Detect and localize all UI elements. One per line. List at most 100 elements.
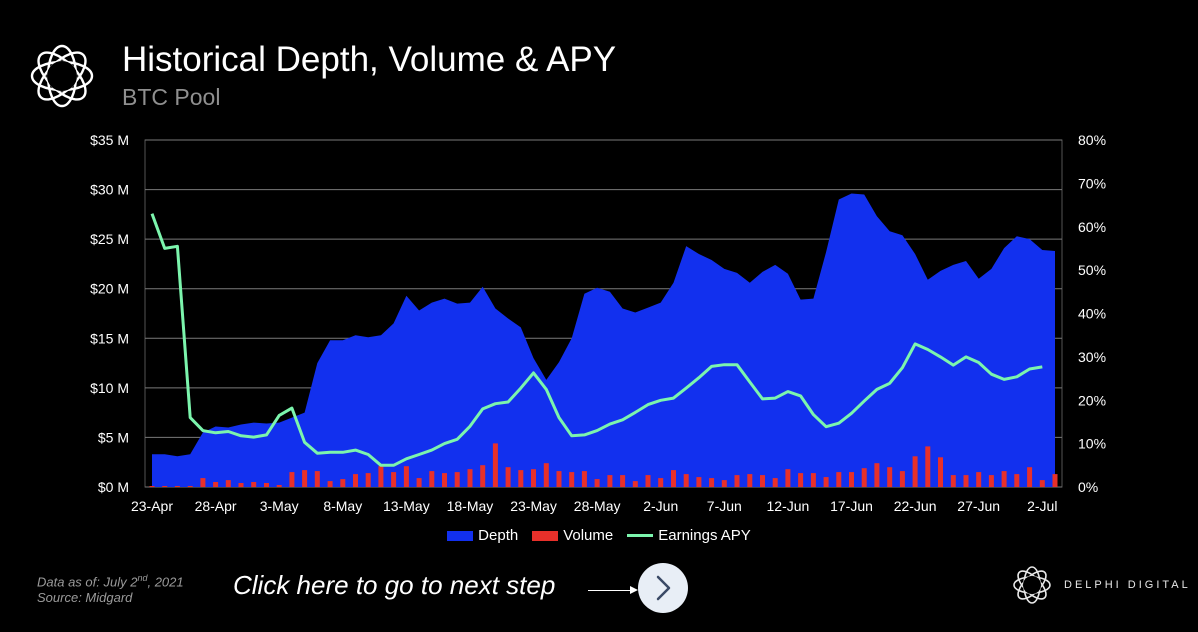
volume-bar — [594, 479, 600, 487]
x-axis-tick-label: 7-Jun — [707, 498, 742, 514]
volume-bar — [658, 478, 664, 487]
legend-item-volume: Volume — [532, 527, 613, 544]
legend-label-volume: Volume — [563, 527, 614, 544]
arrow-line — [588, 590, 632, 591]
brand-name: DELPHI DIGITAL — [1064, 579, 1191, 591]
volume-bar — [772, 478, 778, 487]
volume-bar — [581, 471, 587, 487]
volume-bar — [505, 467, 511, 487]
volume-bar — [200, 478, 206, 487]
x-axis-tick-label: 18-May — [447, 498, 494, 514]
left-axis-tick-label: $5 M — [98, 429, 129, 445]
volume-bar — [620, 475, 626, 487]
volume-bar — [149, 486, 155, 487]
volume-bar — [874, 463, 880, 487]
volume-bar — [340, 479, 346, 487]
volume-bar — [632, 481, 638, 487]
page-title: Historical Depth, Volume & APY — [122, 40, 617, 79]
volume-bar — [849, 472, 854, 487]
right-axis-tick-label: 80% — [1078, 132, 1106, 148]
volume-bar — [836, 472, 842, 487]
volume-bar — [416, 478, 422, 487]
legend-label-apy: Earnings APY — [658, 527, 751, 544]
volume-bar — [760, 475, 765, 487]
chart-legend: Depth Volume Earnings APY — [0, 527, 1198, 544]
volume-bar — [950, 475, 956, 487]
x-axis-tick-label: 23-Apr — [131, 498, 173, 514]
x-axis-tick-label: 23-May — [510, 498, 557, 514]
volume-bar — [988, 475, 994, 487]
depth-area — [152, 193, 1055, 487]
volume-bar — [391, 472, 397, 487]
legend-swatch-depth — [447, 530, 474, 541]
volume-bar — [645, 475, 651, 487]
volume-bar — [454, 472, 460, 487]
volume-bar — [531, 469, 536, 487]
delphi-flower-logo-icon — [30, 44, 94, 108]
data-as-of-note: Data as of: July 2nd, 2021 — [37, 573, 184, 590]
legend-label-depth: Depth — [478, 527, 519, 544]
right-axis-tick-label: 20% — [1078, 392, 1106, 408]
x-axis-tick-label: 2-Jun — [643, 498, 678, 514]
footnote: Data as of: July 2nd, 2021 Source: Midga… — [37, 570, 184, 606]
volume-bar — [174, 486, 180, 487]
volume-bar — [378, 466, 384, 487]
left-axis-tick-label: $0 M — [98, 479, 129, 495]
volume-bar — [785, 469, 791, 487]
right-axis-tick-label: 50% — [1078, 262, 1106, 278]
volume-bar — [1027, 467, 1033, 487]
volume-bar — [467, 469, 473, 487]
next-step-link[interactable]: Click here to go to next step — [233, 570, 556, 600]
x-axis-tick-label: 2-Jul — [1027, 498, 1057, 514]
volume-bar — [276, 485, 282, 487]
volume-bar — [887, 467, 893, 487]
volume-bar — [696, 477, 702, 487]
volume-bar — [925, 446, 931, 487]
volume-bar — [302, 470, 308, 487]
right-axis-tick-label: 10% — [1078, 436, 1106, 452]
right-axis-tick-label: 40% — [1078, 306, 1106, 322]
volume-bar — [238, 483, 244, 487]
x-axis-tick-label: 3-May — [260, 498, 299, 514]
left-axis-tick-label: $30 M — [90, 182, 129, 198]
volume-bar — [327, 481, 333, 487]
page-subtitle: BTC Pool — [122, 84, 221, 110]
volume-bar — [709, 478, 715, 487]
volume-bar — [556, 471, 562, 487]
volume-bar — [251, 482, 257, 487]
volume-bar — [365, 473, 371, 487]
left-axis-tick-label: $15 M — [90, 330, 129, 346]
volume-bar — [721, 480, 727, 487]
legend-swatch-volume — [532, 530, 559, 541]
volume-bar — [1052, 474, 1058, 487]
volume-bar — [899, 471, 905, 487]
earnings-apy-line — [150, 213, 1043, 467]
volume-bar — [976, 472, 982, 487]
volume-bar — [225, 480, 231, 487]
chevron-right-icon — [656, 575, 671, 601]
x-axis-tick-label: 8-May — [323, 498, 362, 514]
volume-bar — [607, 475, 613, 487]
volume-bar — [747, 474, 753, 487]
volume-bar — [492, 443, 498, 487]
left-axis-tick-label: $20 M — [90, 281, 129, 297]
delphi-digital-logo-icon — [1013, 566, 1051, 604]
legend-item-depth: Depth — [447, 527, 518, 544]
right-axis-tick-label: 0% — [1078, 479, 1098, 495]
next-step-button[interactable] — [638, 563, 688, 613]
volume-bar — [480, 465, 486, 487]
volume-bar — [429, 471, 435, 487]
x-axis-tick-label: 17-Jun — [830, 498, 873, 514]
volume-bar — [798, 473, 804, 487]
right-axis-tick-label: 60% — [1078, 219, 1106, 235]
volume-bar — [810, 473, 816, 487]
source-note: Source: Midgard — [37, 590, 133, 606]
x-axis-tick-label: 28-May — [574, 498, 621, 514]
volume-bar — [671, 470, 676, 487]
right-axis-tick-label: 30% — [1078, 349, 1106, 365]
volume-bar — [187, 486, 193, 487]
volume-bar — [683, 474, 689, 487]
volume-bar — [353, 474, 358, 487]
volume-bar — [734, 475, 740, 487]
